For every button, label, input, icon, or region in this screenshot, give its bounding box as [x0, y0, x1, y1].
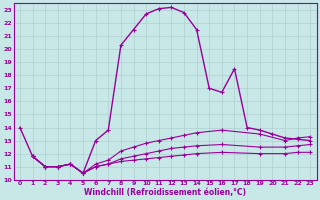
X-axis label: Windchill (Refroidissement éolien,°C): Windchill (Refroidissement éolien,°C)	[84, 188, 246, 197]
